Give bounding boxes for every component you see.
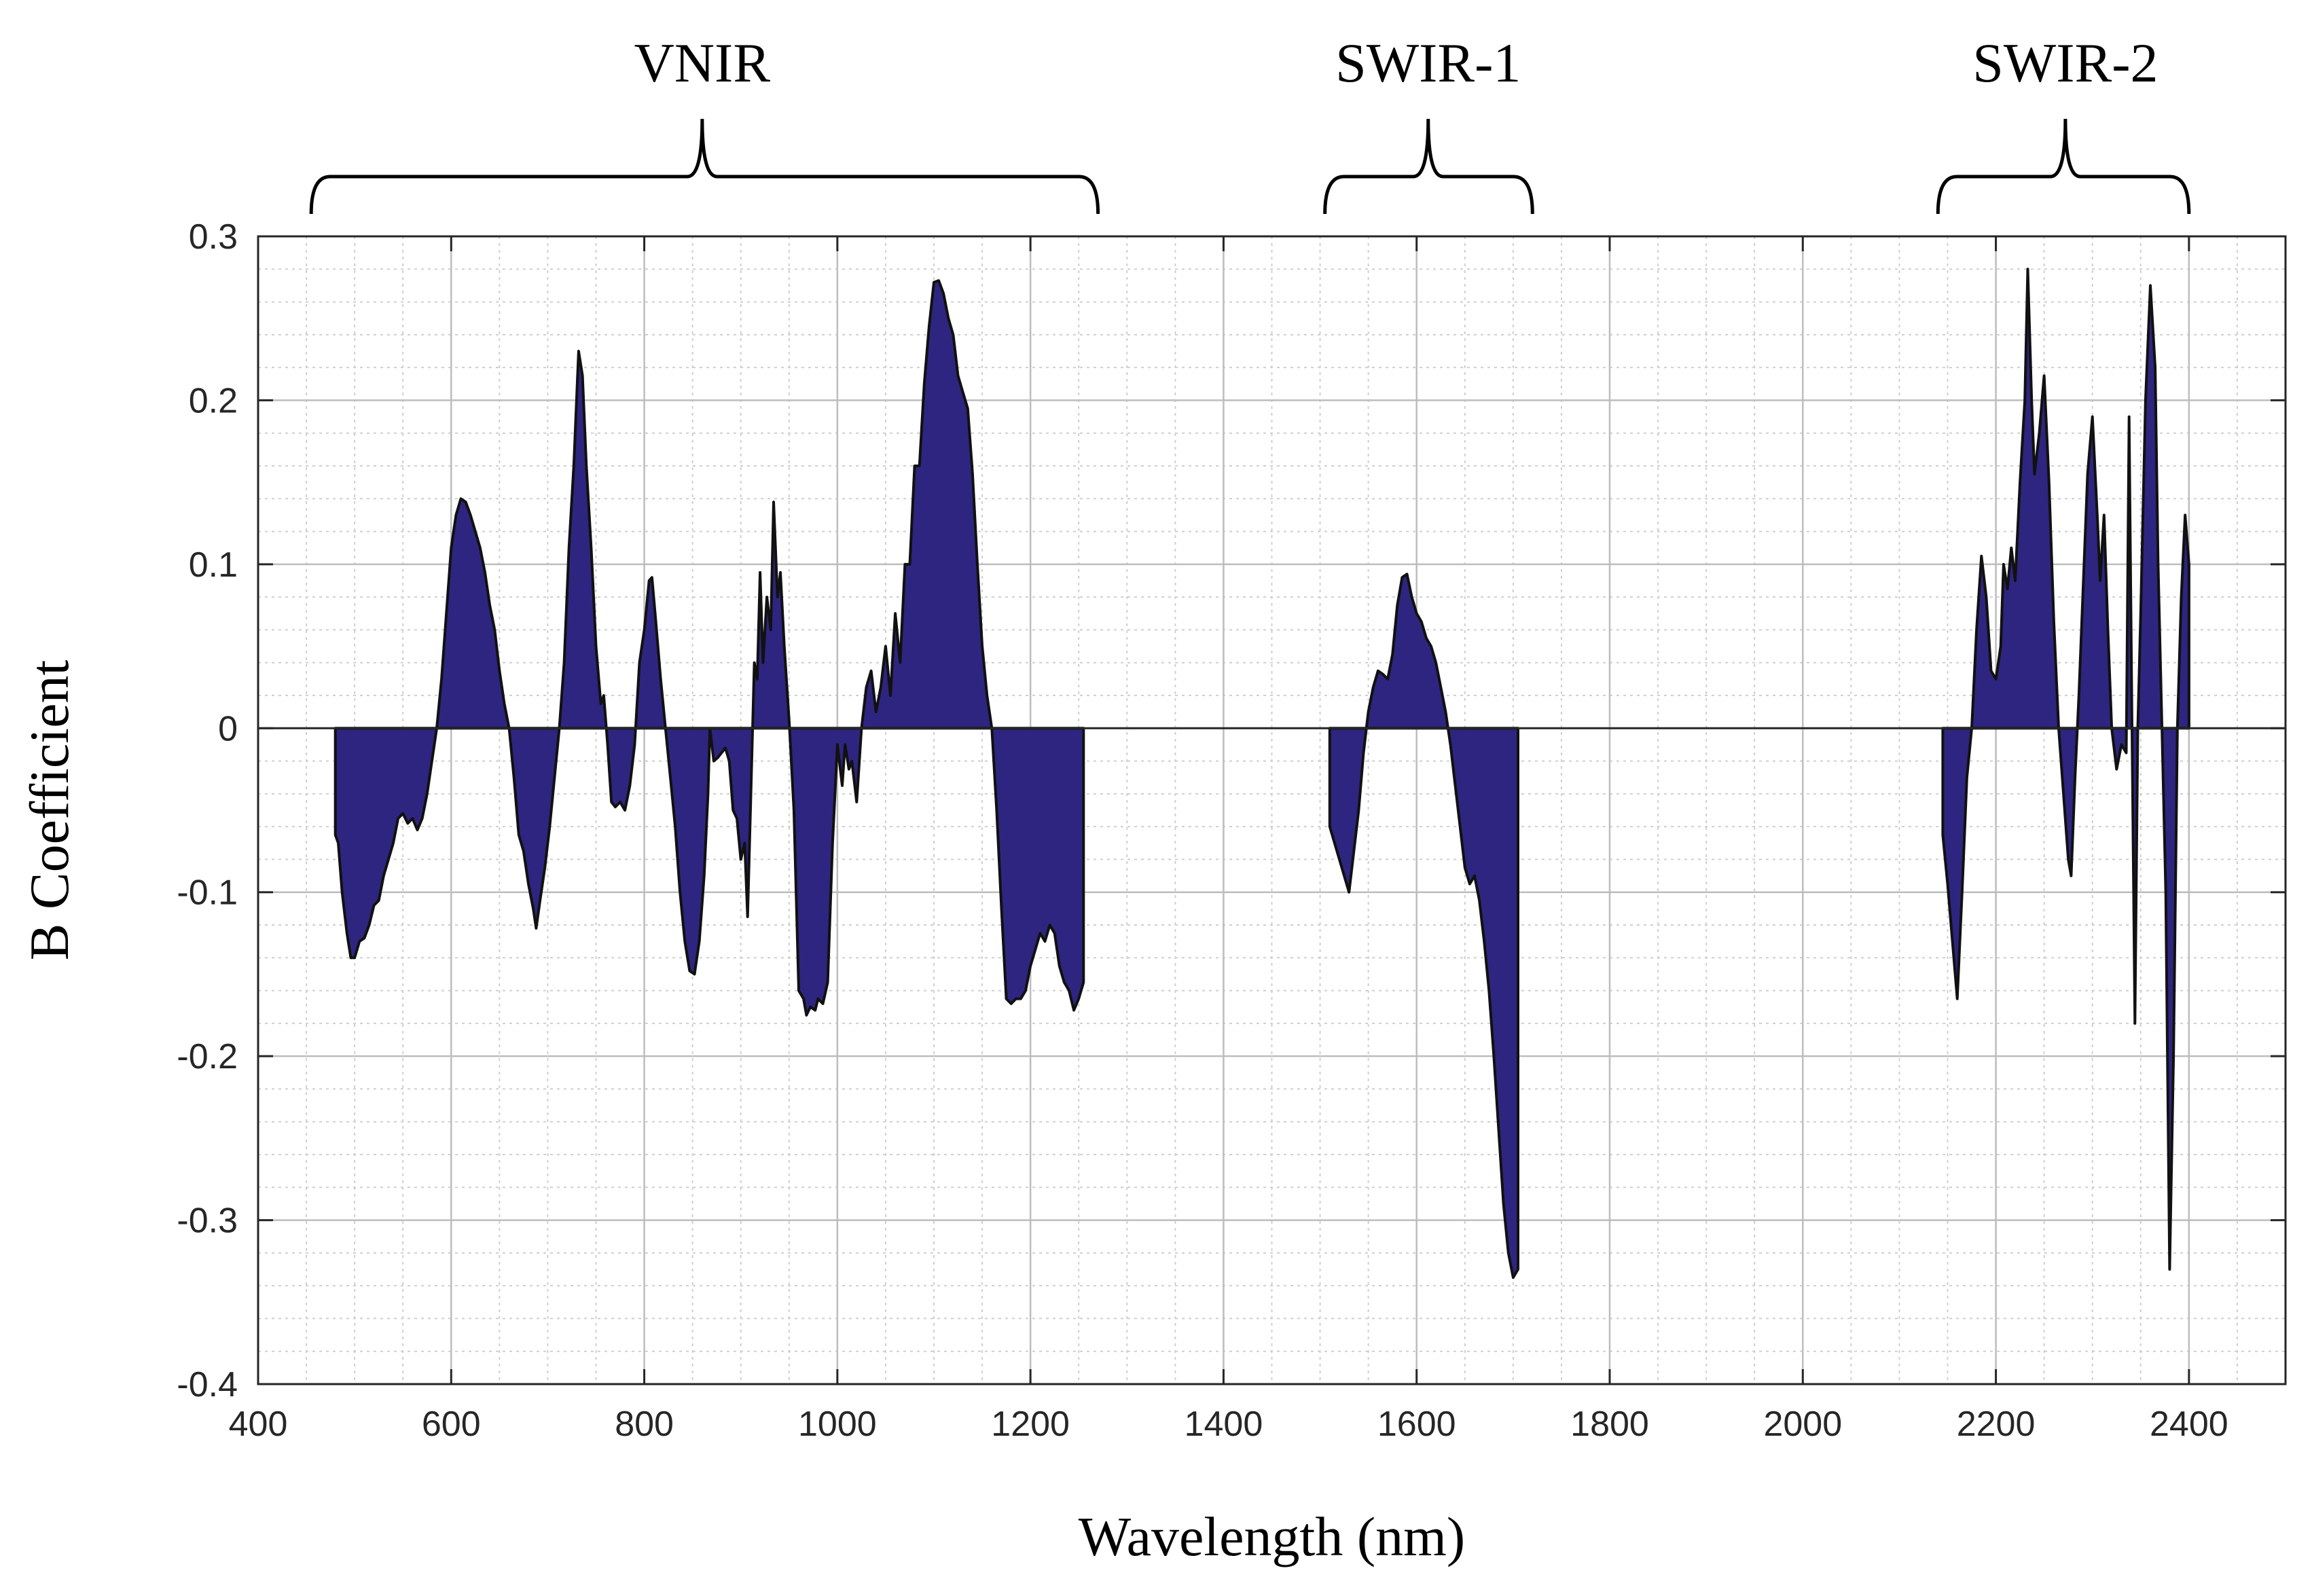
region-brackets: VNIR SWIR-1 SWIR-2 <box>309 32 2191 215</box>
series-swir-2-area <box>1941 268 2190 1271</box>
y-axis: 0.3 0.2 0.1 0 -0.1 -0.2 -0.3 -0.4 <box>177 217 2286 1404</box>
x-tick-label: 2000 <box>1763 1404 1842 1444</box>
x-tick-label: 2200 <box>1957 1404 2036 1444</box>
y-tick-label: -0.3 <box>177 1201 238 1241</box>
region-bracket-swir-2 <box>1936 118 2191 215</box>
x-tick-label: 1800 <box>1570 1404 1649 1444</box>
series-vnir-area <box>333 279 1085 1017</box>
x-tick-label: 800 <box>615 1404 674 1444</box>
y-axis-label: B Coefficient <box>18 660 80 961</box>
y-tick-label: -0.2 <box>177 1037 238 1076</box>
y-tick-label: -0.1 <box>177 873 238 913</box>
x-axis-label: Wavelength (nm) <box>1079 1506 1465 1567</box>
x-tick-label: 1600 <box>1377 1404 1456 1444</box>
y-tick-label: 0.3 <box>189 217 238 257</box>
x-axis: 400 600 800 1000 1200 1400 1600 1800 2000 2200 240… <box>229 236 2228 1444</box>
x-tick-label: 400 <box>229 1404 288 1444</box>
series-swir-1-area <box>1328 573 1519 1280</box>
x-tick-label: 1200 <box>991 1404 1070 1444</box>
x-tick-label: 1000 <box>798 1404 877 1444</box>
region-bracket-vnir <box>309 118 1100 215</box>
region-label-swir-2: SWIR-2 <box>1972 32 2158 94</box>
y-tick-label: 0.2 <box>189 381 238 420</box>
x-tick-label: 600 <box>422 1404 481 1444</box>
y-tick-label: -0.4 <box>177 1365 238 1404</box>
region-label-vnir: VNIR <box>634 32 771 94</box>
region-label-swir-1: SWIR-1 <box>1335 32 1521 94</box>
plot-frame <box>257 235 2287 1385</box>
series-layer <box>333 268 2190 1280</box>
x-tick-label: 2400 <box>2150 1404 2228 1444</box>
y-tick-label: 0.1 <box>189 545 238 585</box>
region-bracket-swir-1 <box>1323 118 1534 215</box>
x-tick-label: 1400 <box>1185 1404 1263 1444</box>
y-tick-label: 0 <box>218 709 238 748</box>
